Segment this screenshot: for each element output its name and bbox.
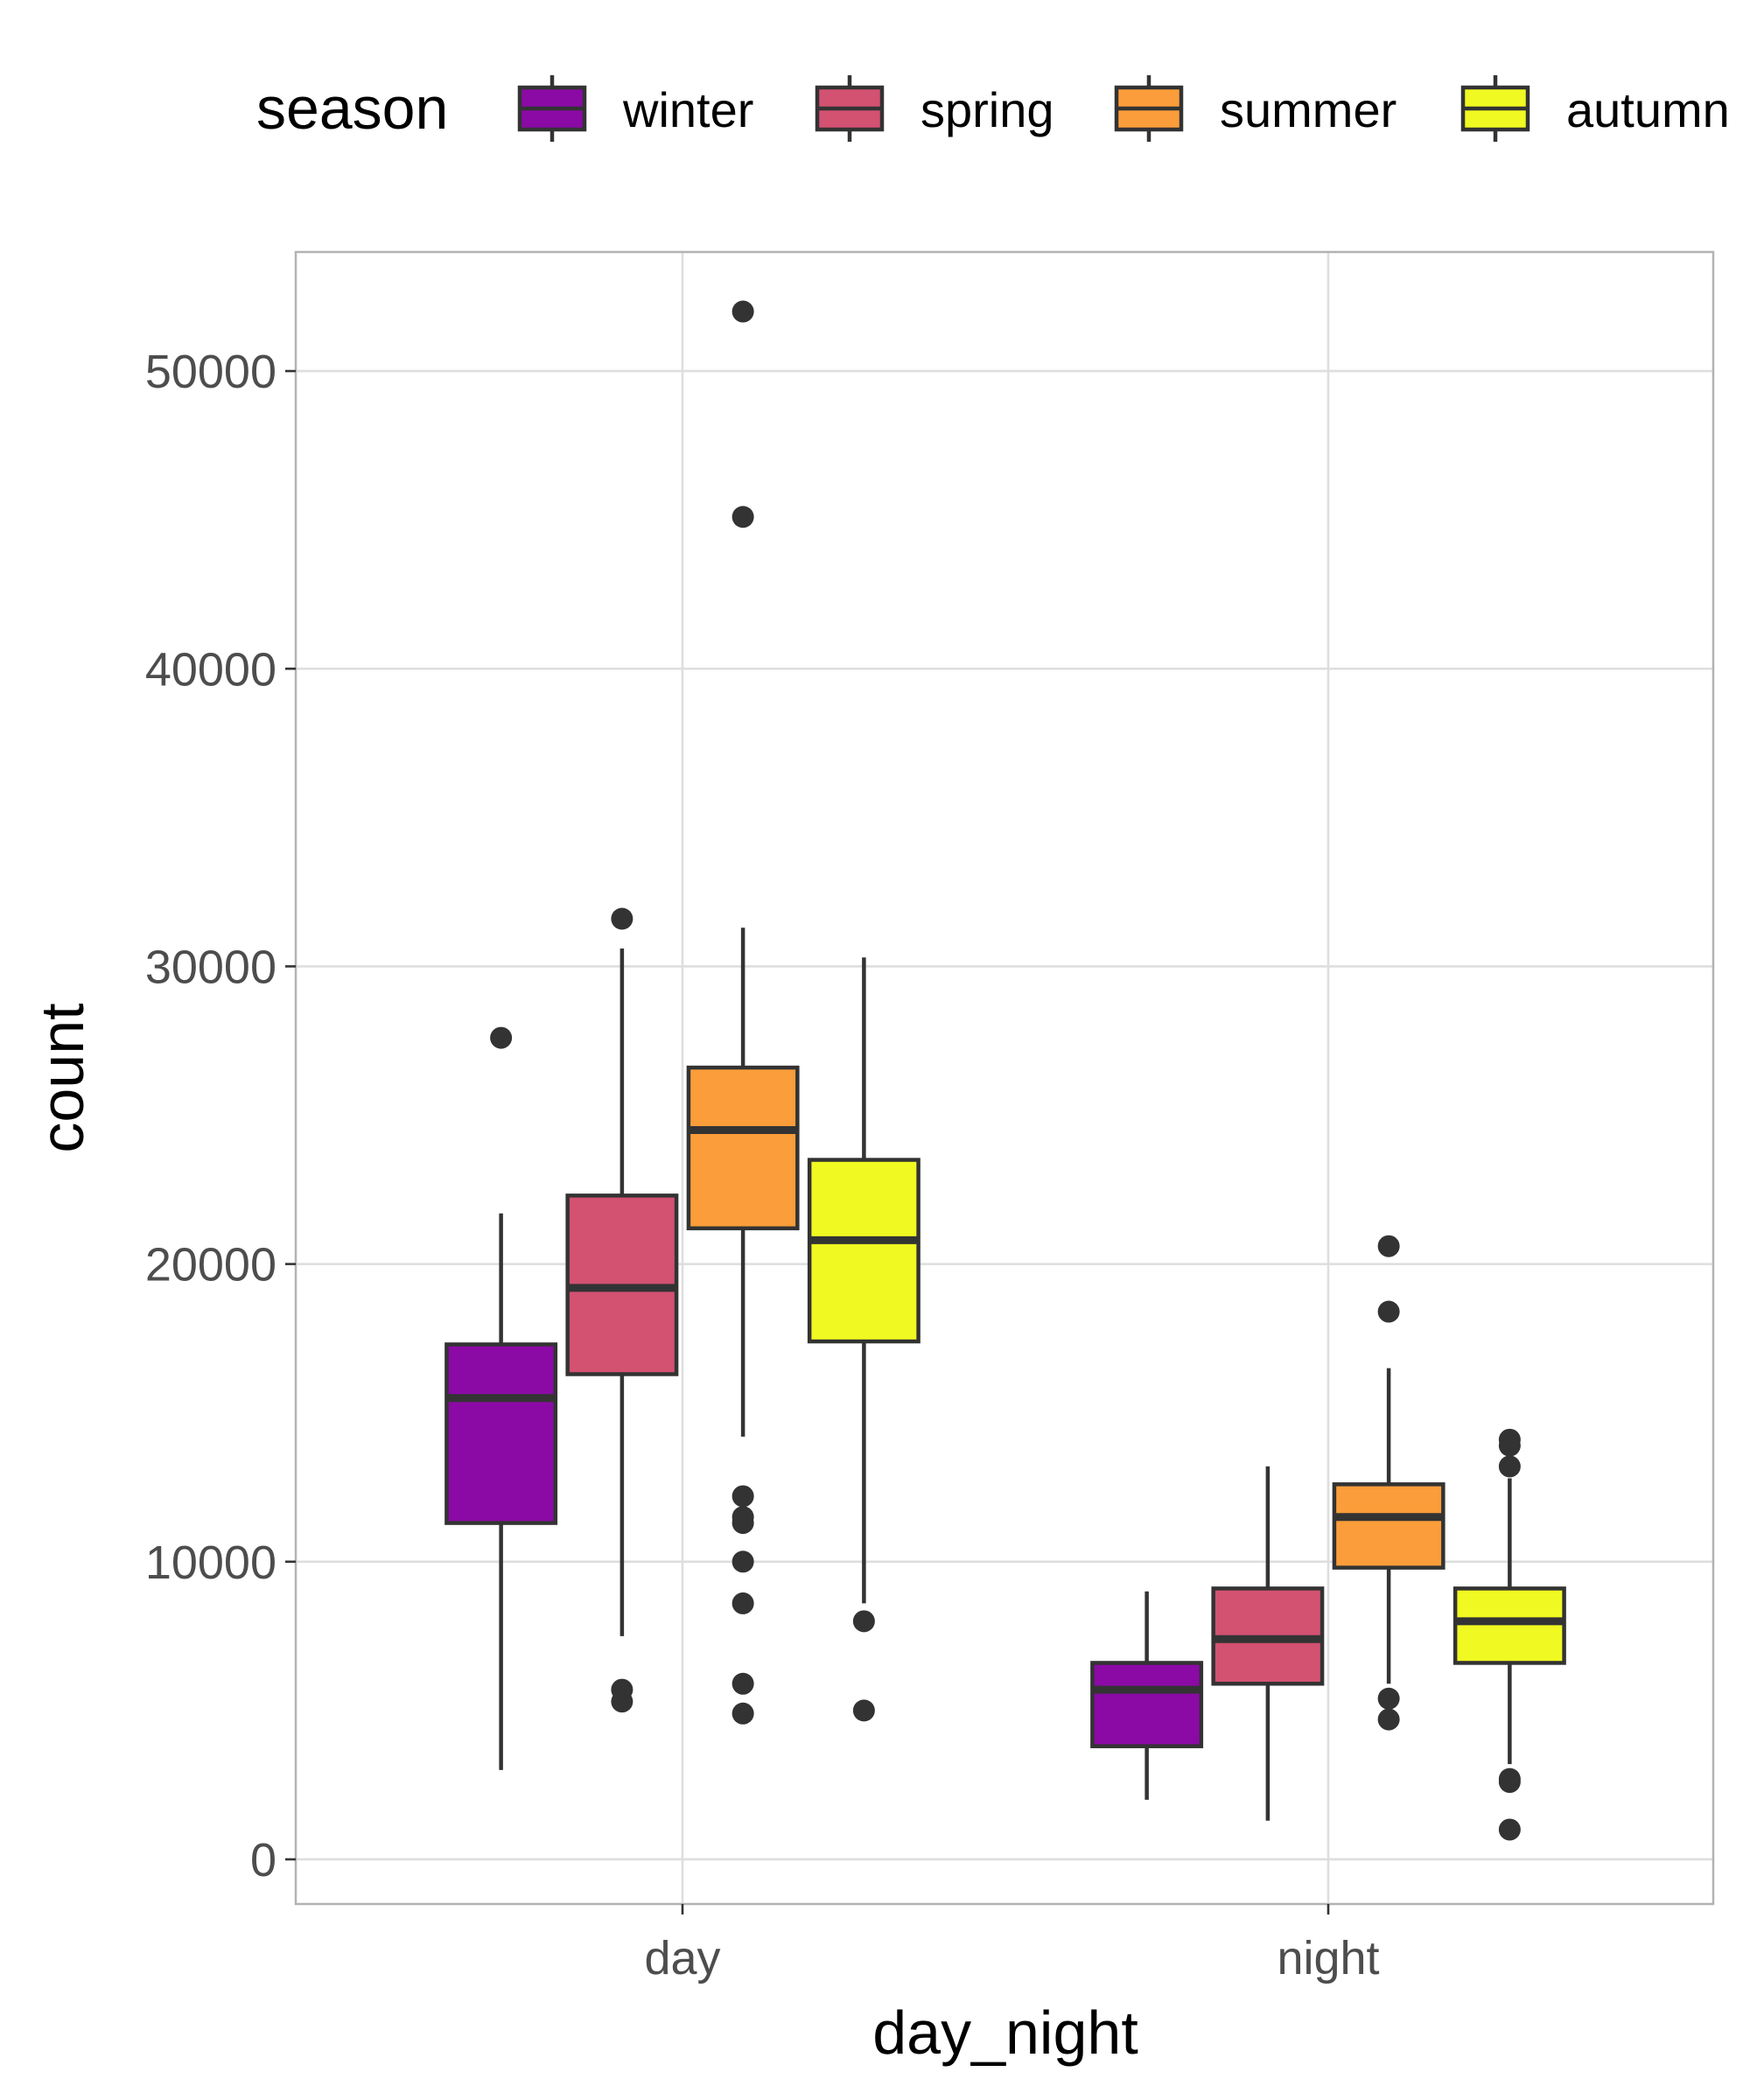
outlier-point xyxy=(852,1610,875,1633)
box-iqr xyxy=(1332,1482,1446,1570)
legend-label: spring xyxy=(920,82,1054,137)
box-spring-day xyxy=(565,907,679,1713)
panel-border xyxy=(294,250,1715,1906)
legend: season winter spring summer autumn xyxy=(256,75,1730,142)
outlier-point xyxy=(732,506,754,528)
box-winter-day xyxy=(444,1026,558,1770)
outlier-point xyxy=(1377,1235,1400,1257)
box-iqr xyxy=(807,1158,920,1344)
outlier-point xyxy=(732,1512,754,1535)
box-summer-night xyxy=(1332,1235,1446,1731)
outlier-point xyxy=(611,1690,634,1713)
x-tick-label: night xyxy=(1277,1932,1379,1984)
legend-label: summer xyxy=(1220,82,1396,137)
x-tick-label: day xyxy=(644,1932,720,1984)
legend-label: autumn xyxy=(1566,82,1730,137)
legend-title: season xyxy=(256,75,448,142)
y-tick-label: 30000 xyxy=(145,941,276,993)
box-iqr xyxy=(686,1065,800,1231)
outlier-point xyxy=(1498,1434,1521,1457)
y-tick-label: 50000 xyxy=(145,346,276,398)
plot-panel xyxy=(294,250,1715,1906)
gridlines xyxy=(296,252,1713,1904)
y-tick-label: 40000 xyxy=(145,643,276,696)
outlier-point xyxy=(1377,1708,1400,1731)
outlier-point xyxy=(732,300,754,323)
y-tick-label: 20000 xyxy=(145,1239,276,1292)
legend-item-spring: spring xyxy=(815,75,1054,142)
outlier-point xyxy=(490,1026,513,1049)
outlier-point xyxy=(852,1699,875,1722)
outlier-point xyxy=(1498,1771,1521,1794)
outlier-point xyxy=(732,1550,754,1573)
box-iqr xyxy=(444,1342,558,1525)
y-tick-label: 0 xyxy=(250,1834,276,1886)
box-autumn-night xyxy=(1452,1428,1566,1841)
outlier-point xyxy=(1377,1300,1400,1323)
legend-item-summer: summer xyxy=(1114,75,1396,142)
box-autumn-day xyxy=(807,957,920,1722)
outlier-point xyxy=(732,1702,754,1725)
boxes xyxy=(444,300,1566,1841)
x-axis-title: day_night xyxy=(872,1998,1138,2067)
outlier-point xyxy=(732,1672,754,1695)
legend-item-autumn: autumn xyxy=(1460,75,1730,142)
outlier-point xyxy=(611,907,634,930)
legend-items: winter spring summer autumn xyxy=(517,75,1730,142)
outlier-point xyxy=(1498,1818,1521,1841)
box-spring-night xyxy=(1211,1466,1325,1821)
outlier-point xyxy=(1377,1687,1400,1710)
box-iqr xyxy=(1090,1661,1204,1748)
box-summer-day xyxy=(686,300,800,1725)
outlier-point xyxy=(732,1485,754,1508)
legend-item-winter: winter xyxy=(517,75,753,142)
x-axis-ticks: day night xyxy=(644,1904,1380,1984)
y-axis-ticks: 0 10000 20000 30000 40000 50000 xyxy=(145,346,296,1886)
outlier-point xyxy=(732,1592,754,1614)
box-winter-night xyxy=(1090,1591,1204,1800)
outlier-point xyxy=(1498,1455,1521,1478)
legend-label: winter xyxy=(622,82,753,137)
y-tick-label: 10000 xyxy=(145,1536,276,1589)
y-axis-title: count xyxy=(28,1003,96,1152)
box-iqr xyxy=(1452,1586,1566,1665)
